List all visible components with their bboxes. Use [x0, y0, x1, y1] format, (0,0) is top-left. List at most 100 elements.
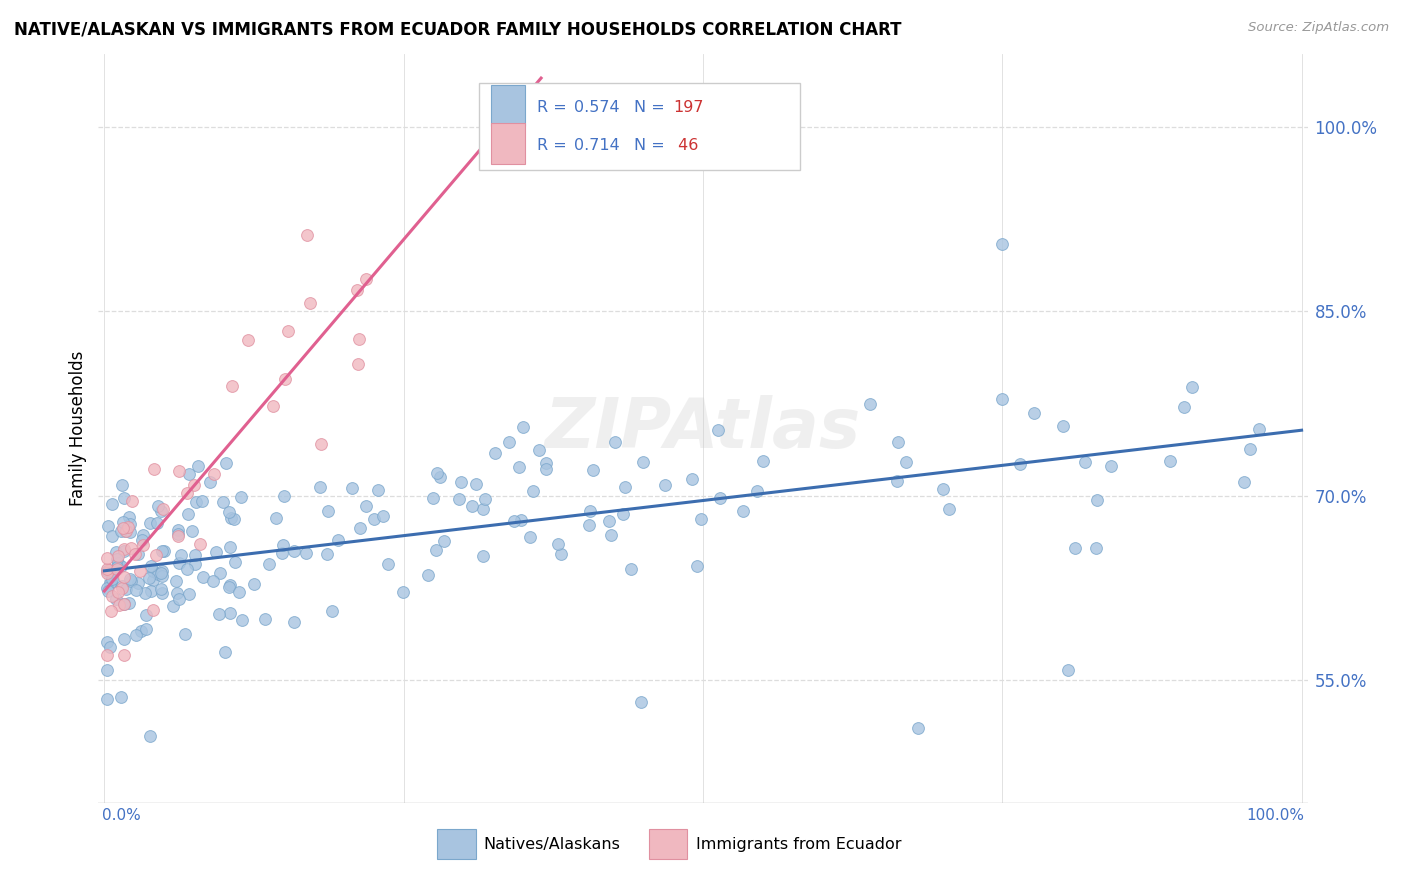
Point	[187, 459, 209, 474]
Point	[191, 569, 214, 583]
Point	[112, 544, 135, 558]
Point	[218, 580, 240, 594]
Y-axis label: Family Households: Family Households	[69, 351, 87, 506]
Point	[138, 571, 160, 585]
Point	[96, 663, 118, 677]
Point	[283, 543, 305, 558]
Point	[107, 556, 129, 570]
Point	[299, 296, 322, 310]
Point	[1056, 663, 1078, 677]
Point	[121, 494, 143, 508]
Point	[254, 612, 277, 626]
Point	[433, 534, 456, 549]
Point	[100, 529, 122, 543]
Point	[603, 435, 626, 450]
Point	[142, 564, 165, 578]
Point	[613, 480, 636, 494]
Point	[149, 504, 172, 518]
Point	[127, 547, 149, 561]
Point	[96, 566, 118, 580]
Point	[887, 434, 910, 449]
Point	[100, 568, 122, 582]
Point	[134, 586, 156, 600]
Point	[115, 582, 138, 597]
Point	[143, 461, 166, 475]
Point	[630, 695, 652, 709]
Point	[183, 478, 205, 492]
Point	[177, 507, 200, 521]
Point	[1173, 400, 1195, 414]
Point	[104, 545, 127, 559]
Point	[146, 567, 169, 582]
Point	[162, 599, 184, 613]
Point	[221, 378, 243, 392]
Point	[97, 518, 120, 533]
Point	[167, 465, 190, 479]
Point	[96, 562, 118, 576]
Point	[101, 590, 124, 604]
Point	[202, 467, 225, 481]
Point	[349, 521, 371, 535]
Point	[114, 632, 136, 646]
Point	[894, 455, 917, 469]
Point	[264, 510, 287, 524]
Point	[105, 560, 128, 574]
Point	[1052, 419, 1074, 434]
Bar	[492, 85, 526, 126]
Point	[709, 491, 731, 505]
Point	[236, 333, 259, 347]
Point	[218, 505, 240, 519]
Point	[991, 236, 1014, 251]
Text: 0.0%: 0.0%	[103, 808, 141, 822]
Point	[472, 549, 495, 563]
Text: N =: N =	[634, 100, 669, 115]
Text: Natives/Alaskans: Natives/Alaskans	[482, 837, 620, 852]
Point	[117, 519, 139, 533]
Point	[150, 568, 173, 582]
Point	[347, 357, 370, 371]
Point	[166, 523, 188, 537]
Point	[96, 581, 118, 595]
Point	[262, 399, 284, 413]
Point	[107, 549, 129, 563]
Point	[1084, 541, 1107, 555]
Point	[209, 566, 232, 581]
Point	[141, 573, 163, 587]
Point	[273, 489, 295, 503]
Point	[550, 547, 572, 561]
Point	[170, 548, 193, 562]
Point	[354, 272, 377, 286]
Point	[309, 437, 332, 451]
Point	[274, 371, 297, 385]
Point	[111, 581, 134, 595]
Point	[1181, 379, 1204, 393]
Text: 0.714: 0.714	[574, 138, 620, 153]
Point	[112, 597, 135, 611]
Point	[169, 591, 191, 606]
Point	[342, 481, 364, 495]
Point	[295, 227, 318, 242]
Point	[257, 558, 280, 572]
Text: 197: 197	[672, 100, 703, 115]
Point	[620, 561, 643, 575]
Point	[214, 645, 236, 659]
Point	[422, 491, 444, 505]
Point	[101, 498, 124, 512]
Point	[429, 469, 451, 483]
Point	[283, 615, 305, 629]
Point	[118, 524, 141, 539]
Point	[474, 492, 496, 507]
Point	[96, 564, 118, 578]
Point	[107, 585, 129, 599]
Point	[534, 456, 557, 470]
Point	[1085, 493, 1108, 508]
Point	[205, 544, 228, 558]
Point	[534, 462, 557, 476]
Point	[149, 582, 172, 596]
Point	[112, 648, 135, 663]
Point	[135, 622, 157, 636]
Point	[181, 524, 204, 538]
Text: 46: 46	[672, 138, 699, 153]
Point	[98, 576, 121, 591]
Point	[118, 596, 141, 610]
